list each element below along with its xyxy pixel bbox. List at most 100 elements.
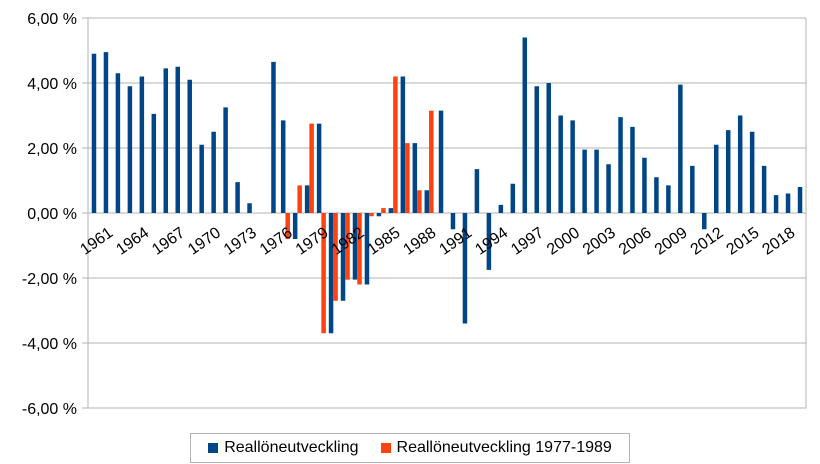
bar-series-1 [714,144,719,213]
bar-series-1 [606,164,611,213]
x-tick-label: 1964 [113,224,152,258]
bar-series-2 [333,213,338,301]
x-tick-label: 1979 [293,224,332,258]
bar-series-1 [412,143,418,213]
bar-series-1 [199,144,204,213]
legend-label-series-1: Reallöneutveckling [224,439,359,456]
bar-series-1 [280,120,286,213]
bar-series-1 [376,213,382,217]
bar-series-2 [417,190,422,213]
bar-series-1 [462,213,468,324]
bar-series-1 [546,83,551,213]
bar-series-2 [393,76,398,213]
x-tick-label: 2012 [688,224,727,258]
y-tick-label: 6,00 % [27,11,77,28]
legend-item-series-1: Reallöneutveckling [208,439,359,457]
bar-series-1 [400,76,406,213]
chart-legend: Reallöneutveckling Reallöneutveckling 19… [190,433,630,463]
bar-series-1 [175,66,180,213]
bar-series-1 [498,204,504,213]
bar-series-1 [304,185,310,213]
legend-swatch-series-2 [380,443,391,453]
y-tick-label: 2,00 % [27,141,77,158]
x-tick-label: 1991 [436,224,475,258]
bar-series-1 [773,195,779,213]
bar-series-1 [630,126,635,213]
x-tick-label: 1985 [365,224,404,258]
bar-series-2 [345,213,350,280]
bar-series-1 [666,185,671,213]
bar-series-1 [749,131,755,213]
bar-series-1 [522,37,528,213]
x-tick-label: 1967 [149,224,188,258]
bar-series-1 [582,149,587,213]
bar-series-1 [187,79,192,213]
bar-series-1 [474,169,480,213]
bar-series-1 [725,130,731,213]
bar-series-2 [357,213,362,285]
bar-series-1 [570,120,575,213]
bar-series-1 [534,86,539,213]
bar-series-1 [678,84,683,213]
bar-series-2 [297,185,302,213]
bar-series-1 [271,61,276,213]
bar-series-1 [702,213,707,230]
bar-series-1 [642,157,647,213]
bar-series-1 [388,208,394,213]
bar-series-1 [761,165,767,213]
bar-series-1 [737,115,743,213]
bar-series-2 [321,213,326,334]
x-tick-label: 2018 [759,224,798,258]
bar-series-1 [235,182,240,213]
bar-series-1 [450,213,456,230]
bar-series-1 [316,123,322,213]
bar-series-1 [797,187,803,213]
bar-series-1 [163,68,169,213]
bar-series-1 [438,110,444,213]
bar-series-1 [223,107,228,213]
bar-series-2 [405,143,410,213]
bar-series-1 [558,115,563,213]
y-tick-label: 4,00 % [27,76,77,93]
y-tick-label: -6,00 % [22,401,77,418]
bar-series-1 [424,190,430,213]
bar-series-1 [91,53,97,213]
x-tick-label: 2009 [652,224,691,258]
legend-label-series-2: Reallöneutveckling 1977-1989 [396,439,612,456]
x-tick-label: 1973 [221,224,260,258]
bar-chart: 6,00 % 4,00 % 2,00 % 0,00 % -2,00 % -4,00 % -6… [22,11,807,418]
x-tick-label: 2003 [580,224,619,258]
bar-series-2 [381,208,386,213]
x-tick-label: 1961 [77,224,116,258]
bar-series-1 [151,113,157,213]
bar-series-1 [594,149,599,213]
y-tick-label: -4,00 % [22,336,77,353]
x-tick-label: 1997 [508,224,547,258]
bar-series-1 [352,213,358,280]
bar-series-2 [429,110,434,213]
x-tick-label: 1976 [257,224,296,258]
bar-series-2 [309,123,314,213]
bar-series-1 [292,213,298,239]
bar-series-1 [618,117,623,213]
bar-series-1 [340,213,346,301]
x-tick-label: 1988 [400,224,439,258]
bar-series-1 [139,76,145,213]
bar-series-2 [285,213,290,239]
x-tick-label: 1994 [472,224,511,258]
bar-series-1 [211,131,216,213]
x-tick-label: 2015 [724,224,763,258]
bar-series-1 [127,86,133,213]
bar-series-1 [486,213,492,270]
legend-swatch-series-1 [208,443,219,453]
bar-series-1 [247,203,252,213]
bar-series-1 [364,213,370,285]
bar-series-1 [690,165,695,213]
legend-item-series-2: Reallöneutveckling 1977-1989 [380,439,612,457]
bar-series-1 [328,213,334,334]
x-tick-label: 1970 [185,224,224,258]
y-tick-label: 0,00 % [27,206,77,223]
bar-series-1 [654,177,659,213]
bar-series-2 [369,213,374,217]
bar-series-1 [115,73,121,213]
